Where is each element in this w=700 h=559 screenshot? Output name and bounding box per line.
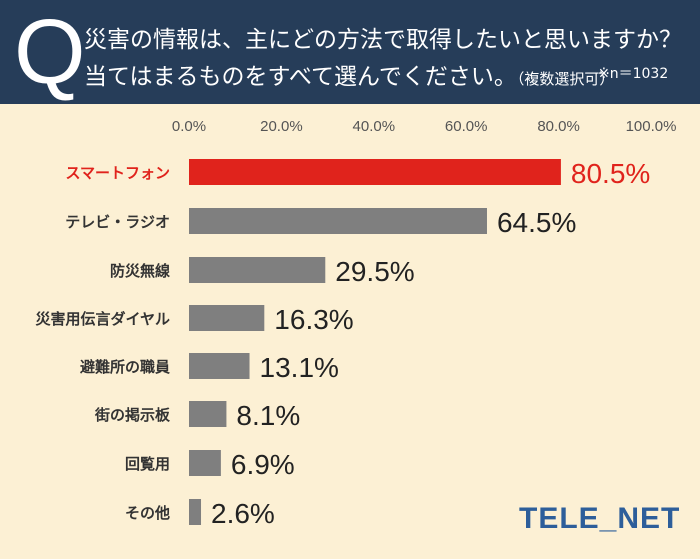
bar (189, 450, 221, 476)
question-text: 当てはまるものをすべて選んでください。 (84, 64, 517, 90)
x-tick-label: 80.0% (537, 118, 580, 135)
x-tick-label: 40.0% (353, 118, 396, 135)
bar (189, 208, 487, 234)
bar (189, 353, 250, 379)
telenet-logo: TELE_NET (519, 502, 681, 535)
value-label: 64.5% (497, 207, 576, 238)
q-mark: Q (14, 1, 86, 103)
x-tick-label: 0.0% (172, 118, 206, 135)
x-tick-label: 100.0% (626, 118, 677, 135)
category-label: 災害用伝言ダイヤル (35, 310, 170, 328)
question-line-1: 災害の情報は、主にどの方法で取得したいと思いますか？ (84, 27, 682, 53)
value-label: 80.5% (571, 158, 650, 189)
bar (189, 499, 202, 525)
value-label: 13.1% (260, 352, 339, 383)
category-label: スマートフォン (65, 164, 170, 182)
value-label: 29.5% (335, 256, 414, 287)
bar (189, 305, 265, 331)
category-label: 街の掲示板 (94, 406, 171, 424)
header-banner: Q 災害の情報は、主にどの方法で取得したいと思いますか？ 当てはまるものをすべて… (0, 0, 700, 104)
x-tick-label: 60.0% (445, 118, 488, 135)
bar (189, 401, 227, 427)
category-label: 防災無線 (110, 262, 170, 280)
question-line-2: 当てはまるものをすべて選んでください。（複数選択可） (84, 57, 614, 91)
value-label: 8.1% (236, 400, 300, 431)
value-label: 16.3% (274, 304, 353, 335)
bar (189, 257, 326, 283)
category-label: 回覧用 (125, 455, 170, 473)
value-label: 6.9% (231, 449, 295, 480)
category-label: 避難所の職員 (80, 358, 170, 376)
category-label: テレビ・ラジオ (65, 213, 170, 231)
bar (189, 159, 561, 185)
value-label: 2.6% (211, 498, 275, 529)
sample-size: ※n＝1032 (598, 66, 669, 82)
multi-select-note: （複数選択可） (516, 70, 615, 88)
x-tick-label: 20.0% (260, 118, 303, 135)
category-label: その他 (125, 504, 170, 522)
